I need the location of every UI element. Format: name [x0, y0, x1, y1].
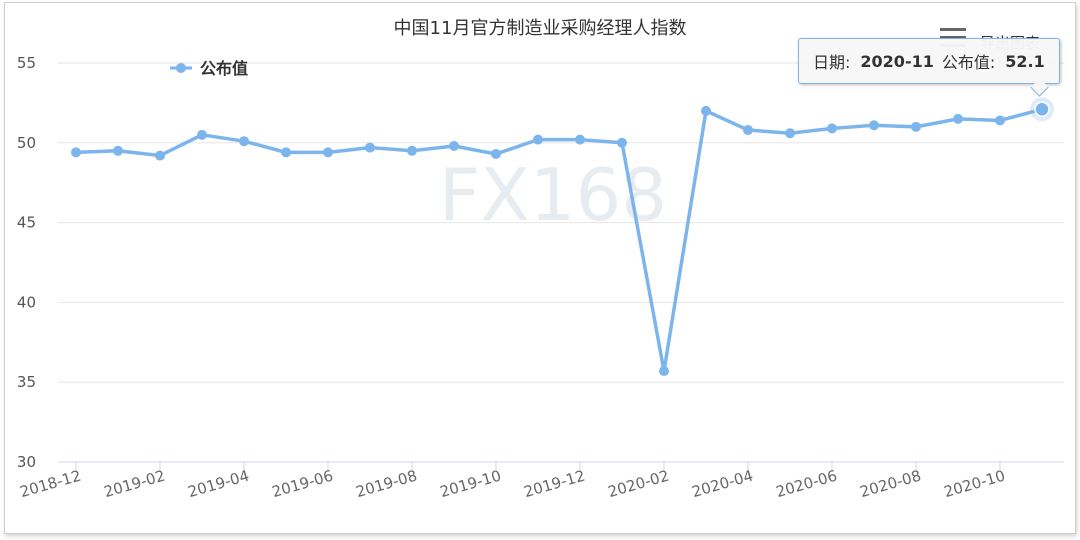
tooltip-date-label: 日期:: [813, 53, 851, 72]
x-tick-label: 2019-12: [522, 467, 587, 502]
x-tick-label: 2019-10: [438, 467, 503, 502]
data-point: [491, 148, 501, 159]
x-tick-label: 2019-04: [186, 467, 251, 502]
x-tick-label: 2020-02: [606, 467, 671, 502]
data-tooltip: 日期: 2020-11 公布值: 52.1: [798, 38, 1060, 84]
data-point: [827, 123, 837, 134]
y-axis: 30 35 40 45 50 55: [17, 54, 36, 471]
series-layer: [71, 97, 1054, 377]
x-tick-label: 2020-04: [690, 467, 755, 502]
legend-label: 公布值: [200, 59, 248, 78]
data-point: [407, 145, 417, 156]
tooltip-value: 52.1: [1005, 51, 1045, 71]
x-tick-label: 2020-06: [774, 467, 839, 502]
x-tick-label: 2019-08: [354, 467, 419, 502]
data-point: [449, 140, 459, 151]
data-point: [575, 134, 585, 145]
data-point: [953, 113, 963, 124]
data-point: [323, 147, 333, 158]
chart-frame: [4, 2, 1076, 534]
data-point: [281, 147, 291, 158]
y-tick-label: 55: [17, 54, 36, 72]
chart-title: 中国11月官方制造业采购经理人指数: [394, 18, 687, 39]
y-tick-label: 30: [17, 453, 36, 471]
y-tick-label: 45: [17, 214, 36, 232]
series-line: [74, 107, 1044, 373]
data-point: [155, 150, 165, 161]
y-tick-label: 50: [17, 134, 36, 152]
data-point: [995, 115, 1005, 126]
data-point: [365, 142, 375, 153]
data-point: [113, 145, 123, 156]
gridlines: [58, 62, 1064, 383]
data-point: [911, 121, 921, 132]
x-axis: 2018-12 2019-02 2019-04 2019-06 2019-08 2019-…: [18, 461, 1064, 502]
legend-dot-marker: [176, 63, 186, 73]
data-point: [869, 120, 879, 131]
y-tick-label: 35: [17, 373, 36, 391]
data-point: [701, 105, 711, 116]
tooltip-date-value: 2020-11: [860, 51, 934, 71]
data-point: [197, 129, 207, 140]
data-point: [785, 128, 795, 139]
x-tick-label: 2019-02: [102, 467, 167, 502]
data-point: [743, 125, 753, 136]
x-tick-label: 2020-08: [858, 467, 923, 502]
x-tick-label: 2018-12: [18, 467, 83, 502]
data-point: [533, 134, 543, 145]
legend[interactable]: 公布值: [170, 59, 248, 78]
data-point: [239, 136, 249, 147]
tooltip-value-label: 公布值:: [941, 53, 996, 72]
y-tick-label: 40: [17, 293, 36, 311]
data-point-highlighted: [1034, 101, 1050, 118]
data-point: [659, 366, 669, 377]
data-point: [71, 147, 81, 158]
data-point: [617, 137, 627, 148]
x-tick-label: 2019-06: [270, 467, 335, 502]
x-tick-label: 2020-10: [942, 467, 1007, 502]
